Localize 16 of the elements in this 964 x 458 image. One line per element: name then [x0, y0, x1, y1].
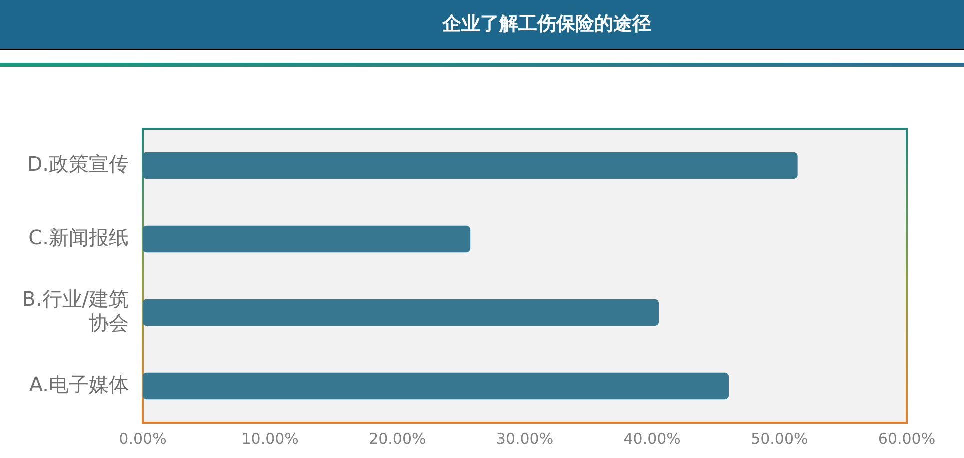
bar	[143, 372, 730, 400]
y-tick-label: B.行业/建筑协会	[22, 286, 129, 335]
x-tick-label: 30.00%	[496, 430, 554, 448]
x-tick-label: 50.00%	[751, 430, 808, 448]
bar	[143, 152, 798, 180]
y-tick-label: A.电子媒体	[29, 372, 129, 396]
x-tick-label: 40.00%	[624, 430, 681, 448]
bar	[143, 226, 471, 253]
x-tick-label: 20.00%	[369, 430, 426, 448]
y-tick-label: C.新闻报纸	[28, 225, 129, 250]
x-tick-label: 60.00%	[878, 430, 936, 448]
x-tick-label: 0.00%	[119, 430, 167, 448]
bar	[143, 299, 660, 326]
x-tick-label: 10.00%	[242, 430, 299, 448]
y-tick-label: D.政策宣传	[27, 152, 129, 176]
chart-title: 企业了解工伤保险的途径	[0, 0, 964, 50]
